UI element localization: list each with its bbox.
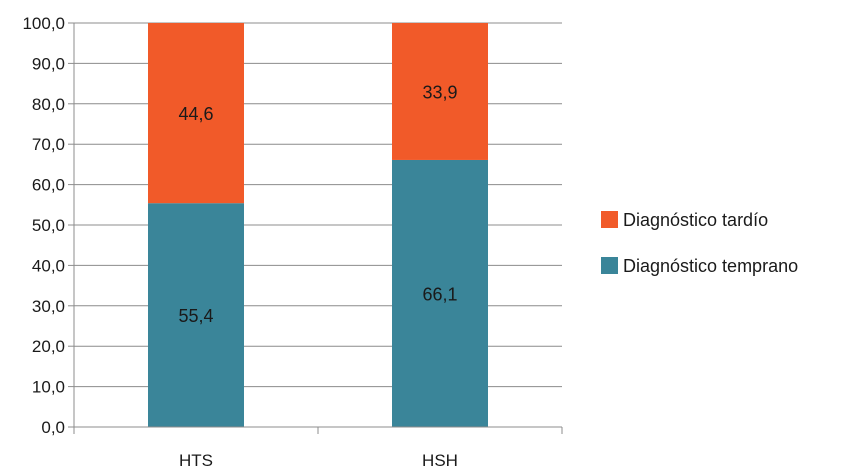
legend-label: Diagnóstico temprano [623,256,798,276]
y-tick-label: 60,0 [32,176,65,195]
y-tick-label: 10,0 [32,378,65,397]
bar-segment [392,159,488,427]
x-category-label: HSH [422,451,458,470]
y-tick-label: 20,0 [32,337,65,356]
y-tick-label: 90,0 [32,54,65,73]
bars [148,23,488,427]
bar-segment [148,203,244,427]
y-tick-label: 40,0 [32,256,65,275]
y-tick-label: 100,0 [22,14,65,33]
bar-segment [148,23,244,204]
data-label: 55,4 [178,306,213,326]
legend-swatch [601,211,618,228]
y-tick-label: 50,0 [32,216,65,235]
y-tick-label: 70,0 [32,135,65,154]
bar-segment [392,23,488,160]
legend: Diagnóstico tardío Diagnóstico temprano [601,210,798,276]
legend-swatch [601,257,618,274]
data-label: 33,9 [422,82,457,102]
data-label: 66,1 [422,284,457,304]
y-tick-label: 30,0 [32,297,65,316]
y-tick-label: 80,0 [32,95,65,114]
labels: 0,0 10,0 20,0 30,0 40,0 50,0 60,0 70,0 80,0 90,0 1… [22,14,458,470]
axes [68,22,563,434]
gridlines [74,22,562,388]
data-label: 44,6 [178,104,213,124]
y-tick-label: 0,0 [41,418,65,437]
legend-label: Diagnóstico tardío [623,210,768,230]
x-category-label: HTS [179,451,213,470]
